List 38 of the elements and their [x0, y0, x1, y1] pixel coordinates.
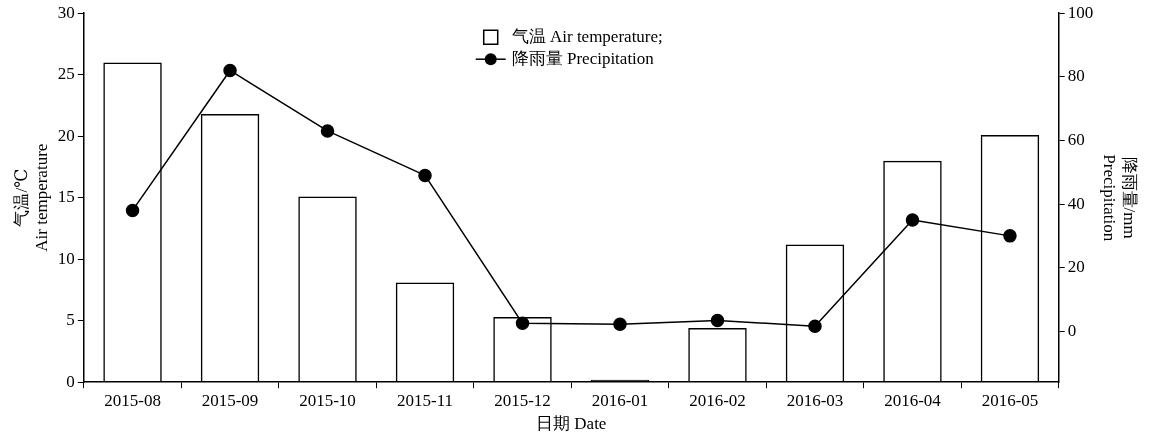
point — [808, 319, 822, 333]
y2-tick-label: 100 — [1067, 2, 1094, 22]
y-tick-label: 10 — [57, 248, 75, 268]
x-tick-label: 2015-11 — [397, 390, 454, 410]
x-axis-title: 日期 Date — [536, 414, 607, 434]
y-tick-label: 25 — [57, 64, 75, 84]
y2-tick-label: 40 — [1067, 193, 1085, 213]
y2-tick-label: 0 — [1067, 320, 1077, 340]
y2-axis-title: 降雨量/mm Precipitation — [1099, 154, 1140, 242]
y-tick-label: 0 — [66, 371, 75, 391]
point — [515, 316, 530, 331]
y-tick-label: 20 — [57, 125, 75, 145]
point — [320, 124, 335, 138]
y-tick-label: 30 — [57, 2, 75, 22]
point — [905, 213, 920, 227]
point — [125, 203, 140, 218]
y2-tick-label: 80 — [1067, 66, 1085, 86]
point — [223, 63, 237, 78]
y-axis-title: 气温/℃ Air temperature — [11, 143, 52, 252]
point — [1003, 229, 1017, 243]
y2-tick-label: 20 — [1067, 257, 1085, 277]
x-tick-label: 2016-02 — [689, 390, 746, 410]
x-tick-label: 2016-04 — [884, 390, 942, 410]
x-tick-label: 2016-01 — [591, 390, 649, 410]
legend-label: 降雨量 Precipitation — [511, 48, 655, 68]
point — [710, 313, 725, 328]
point — [613, 317, 627, 332]
x-tick-label: 2016-05 — [981, 390, 1039, 410]
x-tick-label: 2015-09 — [201, 390, 259, 410]
point — [418, 168, 432, 183]
y2-tick-label: 60 — [1067, 129, 1085, 149]
x-tick-label: 2016-03 — [786, 390, 844, 410]
x-tick-label: 2015-10 — [299, 390, 356, 410]
x-tick-label: 2015-12 — [494, 390, 551, 410]
x-tick-label: 2015-08 — [104, 390, 161, 410]
y-tick-label: 15 — [57, 187, 75, 207]
legend-label: 气温 Air temperature; — [511, 26, 663, 46]
y-tick-label: 5 — [66, 310, 75, 330]
